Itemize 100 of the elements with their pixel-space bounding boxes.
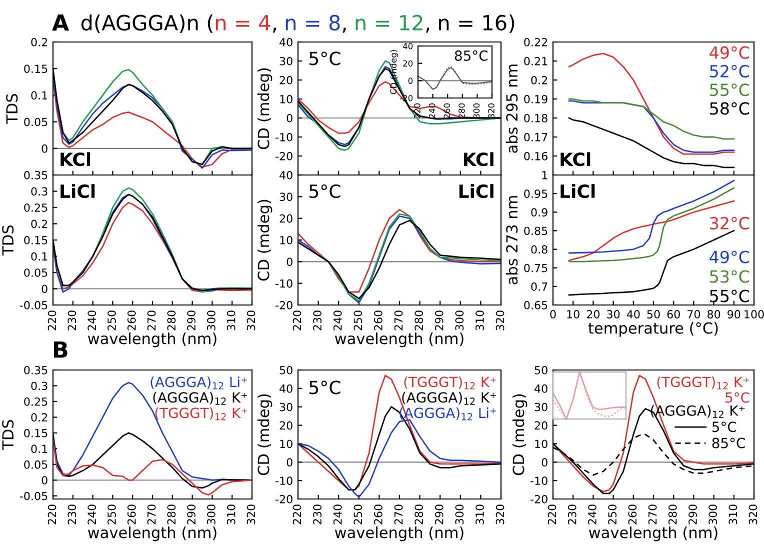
x-tick-label: 280 bbox=[167, 310, 176, 330]
x-tick-label: 230 bbox=[68, 310, 76, 330]
y-tick-label: 10 bbox=[535, 440, 548, 448]
x-tick-label: 70 bbox=[688, 310, 700, 318]
x-tick-label: 240 bbox=[88, 310, 96, 330]
x-tick-label: 220 bbox=[48, 504, 56, 524]
text: ) bbox=[509, 14, 514, 34]
y-tick-label: 0.1 bbox=[31, 91, 48, 100]
y-tick-label: -20 bbox=[276, 494, 292, 504]
y-axis-title: TDS bbox=[6, 94, 18, 124]
x-axis-title: wavelength (nm) bbox=[88, 526, 216, 542]
x-tick-label: 220 bbox=[48, 310, 56, 330]
x-tick-label: 250 bbox=[108, 310, 116, 330]
x-tick-label: 20 bbox=[586, 310, 600, 318]
x-axis-title: wavelength (nm) bbox=[88, 332, 216, 348]
x-tick-label: 280 bbox=[458, 103, 465, 118]
x-tick-label: 260 bbox=[374, 310, 382, 330]
text: B bbox=[54, 341, 68, 358]
y-tick-label: 1 bbox=[542, 171, 548, 180]
text: n = 12 bbox=[356, 14, 422, 30]
legend-label: 85°C bbox=[712, 438, 745, 448]
x-tick-label: 250 bbox=[354, 310, 362, 330]
y-tick-label: 0 bbox=[42, 476, 48, 484]
y-tick-label: 0 bbox=[542, 458, 548, 467]
y-tick-label: 30 bbox=[280, 56, 292, 66]
y-axis-title: TDS bbox=[2, 420, 14, 450]
y-tick-label: -0.05 bbox=[20, 300, 48, 310]
x-tick-label: 240 bbox=[428, 103, 436, 118]
y-tick-label: 40 bbox=[280, 38, 292, 46]
text: 49°C bbox=[710, 46, 750, 59]
x-tick-label: 60 bbox=[667, 310, 680, 318]
y-tick-label: 50 bbox=[280, 366, 292, 374]
text: n = 8 bbox=[286, 14, 340, 31]
x-tick-label: 230 bbox=[568, 504, 576, 524]
y-tick-label: -20 bbox=[276, 300, 292, 310]
legend-label: 5°C bbox=[712, 422, 736, 432]
text: , bbox=[272, 28, 276, 33]
x-tick-label: 280 bbox=[414, 504, 424, 524]
annotation: 85°C bbox=[454, 50, 488, 61]
y-tick-label: 40 bbox=[402, 42, 413, 50]
y-axis-title: abs 295 nm bbox=[506, 64, 518, 153]
y-tick-label: 0.2 bbox=[31, 413, 48, 422]
text: , bbox=[342, 28, 346, 33]
y-tick-label: 0.19 bbox=[524, 94, 548, 104]
x-tick-label: 310 bbox=[226, 504, 236, 524]
annotation: 5°C bbox=[310, 184, 340, 198]
y-axis-title: TDS bbox=[2, 225, 14, 256]
y-tick-label: 10 bbox=[280, 236, 292, 244]
x-tick-label: 90 bbox=[728, 310, 740, 318]
annotation: 5°C bbox=[310, 380, 340, 394]
text: n = 16 bbox=[439, 14, 506, 31]
y-tick-label: 0.7 bbox=[531, 282, 548, 291]
y-tick-label: 0.3 bbox=[31, 382, 48, 390]
x-tick-label: 320 bbox=[748, 504, 758, 524]
y-tick-label: 0.85 bbox=[524, 226, 548, 236]
x-tick-label: 290 bbox=[434, 310, 444, 330]
y-axis-title: abs 273 nm bbox=[506, 196, 518, 284]
x-tick-label: 300 bbox=[473, 103, 480, 118]
y-tick-label: 0 bbox=[42, 144, 48, 153]
y-tick-label: 10 bbox=[280, 94, 292, 104]
text: 53°C bbox=[710, 270, 750, 283]
annotation: KCl bbox=[60, 152, 90, 166]
y-tick-label: 20 bbox=[280, 76, 292, 84]
x-tick-label: 250 bbox=[354, 504, 362, 524]
y-tick-label: 0 bbox=[286, 458, 292, 467]
y-tick-label: 0 bbox=[42, 284, 48, 294]
y-tick-label: -10 bbox=[276, 279, 292, 288]
series-label: (AGGGA)$_{12}$ Li⁺ bbox=[150, 376, 247, 390]
y-tick-label: 0.3 bbox=[31, 187, 48, 196]
x-tick-label: 310 bbox=[476, 504, 484, 524]
x-tick-label: 300 bbox=[455, 310, 464, 330]
line-series bbox=[53, 438, 252, 496]
y-tick-label: 0.95 bbox=[524, 190, 548, 198]
y-tick-label: 30 bbox=[280, 402, 292, 412]
annotation: KCl bbox=[560, 152, 590, 166]
x-tick-label: 250 bbox=[608, 504, 617, 524]
x-axis-title: temperature (°C) bbox=[588, 322, 718, 337]
x-tick-label: 260 bbox=[628, 504, 637, 524]
x-tick-label: 230 bbox=[313, 504, 322, 524]
y-tick-label: 0.1 bbox=[31, 252, 48, 261]
legend-title: d(AGGGA)n ( bbox=[81, 14, 213, 34]
y-tick-label: 0.15 bbox=[24, 64, 48, 73]
series-label: (AGGGA)$_{12}$ K⁺ bbox=[402, 392, 496, 405]
x-tick-label: 10 bbox=[567, 310, 580, 318]
y-tick-label: 0.15 bbox=[24, 236, 48, 244]
y-tick-label: 0.35 bbox=[24, 366, 48, 374]
text: 58°C bbox=[710, 102, 750, 115]
y-axis-title: CD (mdeg) bbox=[257, 200, 272, 281]
annotation: LiCl bbox=[459, 184, 494, 198]
x-tick-label: 300 bbox=[455, 504, 464, 524]
x-tick-label: 240 bbox=[88, 504, 96, 524]
y-tick-label: 0.21 bbox=[524, 56, 548, 66]
text: (AGGGA)$_{12}$ K⁺ bbox=[153, 392, 247, 405]
y-tick-label: 20 bbox=[403, 60, 413, 67]
x-tick-label: 240 bbox=[333, 310, 342, 330]
x-tick-label: 290 bbox=[434, 504, 444, 524]
x-tick-label: 290 bbox=[688, 504, 697, 524]
y-tick-label: 0 bbox=[286, 258, 292, 266]
x-tick-label: 320 bbox=[246, 310, 256, 330]
line-series bbox=[553, 374, 754, 492]
